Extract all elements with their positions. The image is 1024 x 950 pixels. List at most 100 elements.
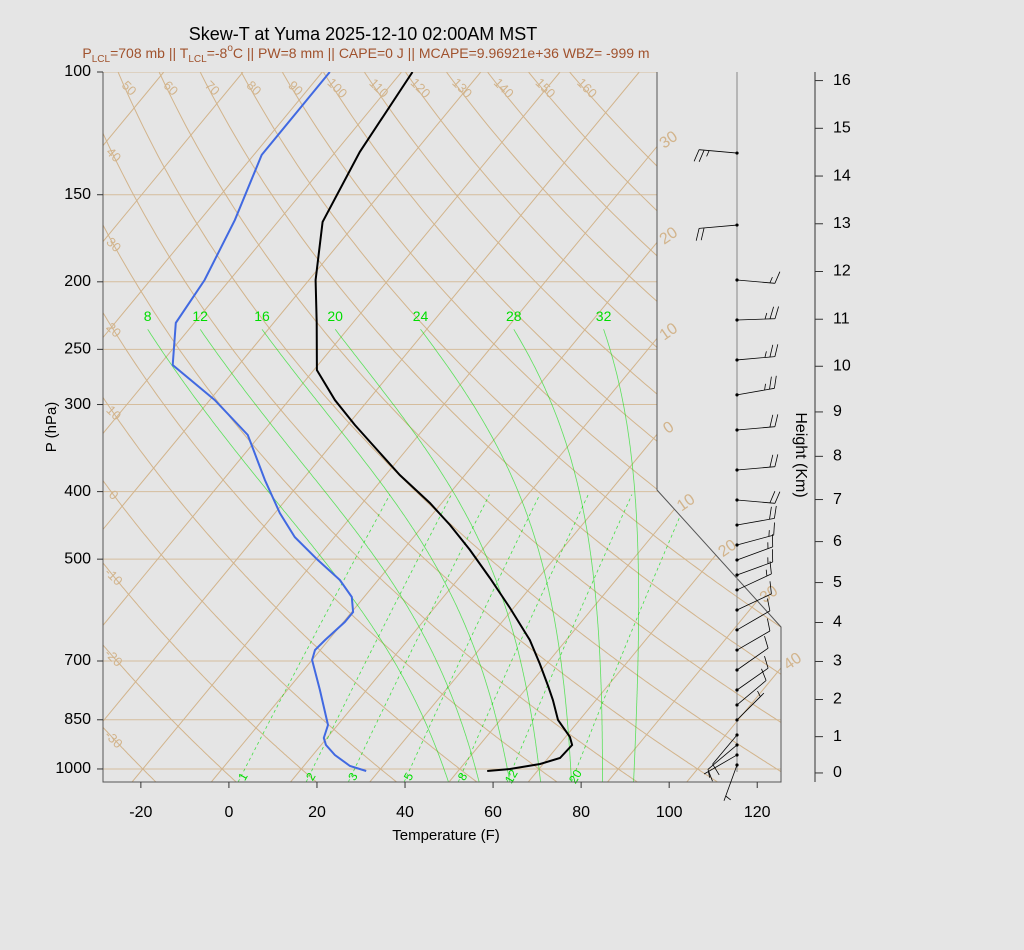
barb-base (735, 558, 739, 562)
barb-shaft (736, 534, 774, 561)
x-tick-label: 60 (484, 804, 502, 821)
dry-adiabat (103, 72, 157, 782)
dry-adiabat (103, 72, 397, 782)
isotherm (527, 72, 781, 782)
barb-base (735, 588, 739, 592)
barb-base (735, 393, 739, 397)
y-axis-label: P (hPa) (43, 402, 60, 453)
height-tick-label: 15 (833, 120, 851, 137)
chart-title: Skew-T at Yuma 2025-12-10 02:00AM MST (189, 24, 538, 44)
moist-adiabat (261, 329, 511, 782)
barb-base (735, 743, 739, 747)
dry-adiabat (103, 72, 237, 782)
subtitle-part: P (82, 45, 91, 61)
moist-adiabat (199, 329, 480, 782)
wind-barb (735, 491, 781, 504)
barb-base (735, 628, 739, 632)
barb-shaft (736, 375, 777, 396)
wind-barb (735, 618, 771, 652)
y-tick-label: 150 (64, 186, 91, 203)
height-tick-label: 4 (833, 614, 842, 631)
barb-shaft (736, 598, 771, 631)
wind-barb (735, 561, 772, 592)
y-tick-label: 300 (64, 396, 91, 413)
subtitle-part: LCL (188, 54, 207, 65)
wind-barbs (693, 149, 781, 801)
barb-shaft (736, 635, 769, 671)
chart-subtitle: PLCL=708 mb || TLCL=-8oC || PW=8 mm || C… (82, 43, 649, 65)
x-tick-label: 120 (744, 804, 771, 821)
isotherm (607, 72, 781, 782)
wind-barb (712, 733, 739, 776)
barb-shaft (736, 505, 777, 526)
wind-barb (735, 306, 779, 322)
dewpoint-line (171, 72, 367, 772)
dry-adiabat (117, 72, 781, 782)
subtitle-part: =-8 (207, 45, 228, 61)
y-tick-label: 400 (64, 483, 91, 500)
barb-shaft (736, 491, 781, 504)
dry-adiabat (103, 72, 558, 782)
wind-barb (723, 763, 739, 801)
profiles (171, 72, 574, 772)
moist-adiabat-label: 24 (413, 308, 429, 324)
barb-base (735, 763, 739, 767)
barb-base (735, 753, 739, 757)
moist-adiabat-label: 28 (506, 308, 522, 324)
wind-barb (735, 375, 777, 397)
subtitle-part: o (227, 43, 233, 54)
barb-base (735, 688, 739, 692)
y-tick-label: 500 (64, 550, 91, 567)
height-tick-label: 9 (833, 403, 842, 420)
height-tick-label: 3 (833, 653, 842, 670)
moist-adiabat-label: 16 (254, 308, 270, 324)
barb-shaft (736, 414, 779, 431)
y-tick-label: 850 (64, 711, 91, 728)
dry-adiabat (158, 72, 781, 782)
barb-base (735, 468, 739, 472)
isotherm (103, 72, 640, 782)
height-tick-label: 13 (833, 215, 851, 232)
wind-barb (735, 635, 769, 672)
height-tick-label: 2 (833, 691, 842, 708)
barb-base (735, 358, 739, 362)
barb-base (735, 498, 739, 502)
mixing-ratio-line (348, 494, 490, 782)
barb-shaft (736, 271, 781, 284)
x-tick-label: 0 (224, 804, 233, 821)
height-tick-label: 1 (833, 728, 842, 745)
x-tick-label: 80 (572, 804, 590, 821)
height-axis-label: Height (Km) (792, 412, 809, 497)
dry-adiabat (103, 72, 478, 782)
height-tick-label: 12 (833, 263, 851, 280)
dry-adiabat (281, 72, 781, 782)
wind-barb (735, 598, 771, 632)
mixing-ratio-line (237, 494, 391, 782)
moist-adiabat-label: 12 (192, 308, 208, 324)
subtitle-part: C || PW=8 mm || CAPE=0 J || MCAPE=9.9692… (233, 45, 650, 61)
barb-base (735, 318, 739, 322)
wind-barb (735, 271, 781, 284)
moist-adiabat (147, 329, 449, 782)
barb-base (735, 668, 739, 672)
isotherm (103, 72, 561, 782)
barb-base (735, 223, 739, 227)
wind-barb (735, 505, 777, 527)
mixing-ratio-line (403, 494, 541, 782)
wind-barb (735, 581, 772, 612)
height-tick-label: 6 (833, 533, 842, 550)
barb-shaft (736, 549, 774, 576)
moist-adiabat-label: 8 (144, 308, 152, 324)
dry-adiabat (322, 72, 781, 782)
barb-shaft (736, 522, 775, 546)
wind-barb (735, 522, 775, 547)
wind-barb (735, 690, 765, 722)
dry-adiabat (103, 72, 718, 782)
y-tick-label: 100 (64, 63, 91, 80)
barb-base (735, 278, 739, 282)
barb-base (735, 151, 739, 155)
barb-base (735, 648, 739, 652)
